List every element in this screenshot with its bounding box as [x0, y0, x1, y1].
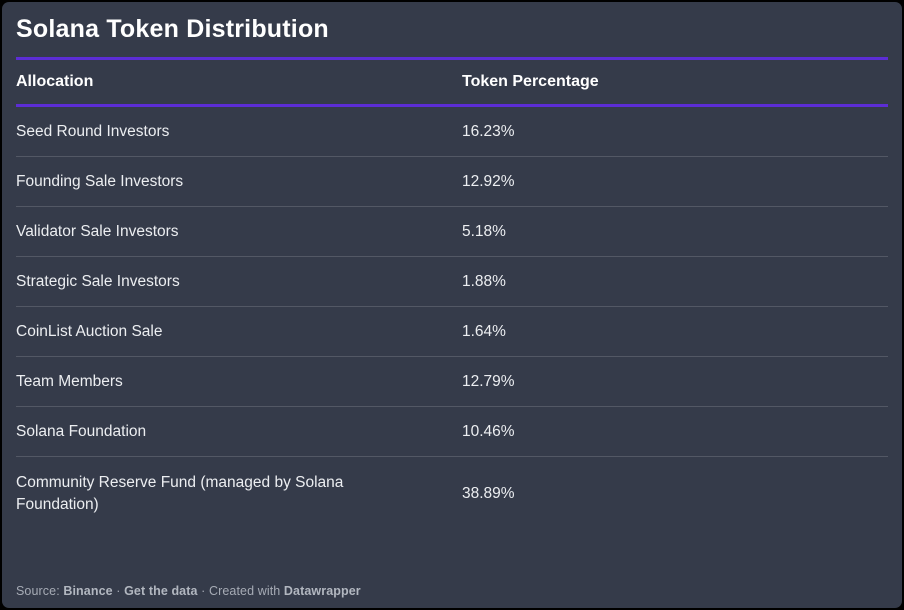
get-data-link[interactable]: Get the data [124, 584, 198, 598]
source-label: Source: [16, 584, 64, 598]
datawrapper-brand-link[interactable]: Datawrapper [283, 584, 361, 598]
table-row: Seed Round Investors 16.23% [16, 107, 888, 157]
percentage-cell: 12.79% [462, 372, 515, 390]
table-row: Solana Foundation 10.46% [16, 407, 888, 457]
table-row: Validator Sale Investors 5.18% [16, 207, 888, 257]
percentage-cell: 5.18% [462, 222, 506, 240]
allocation-cell: Seed Round Investors [16, 122, 170, 140]
percentage-cell: 10.46% [462, 422, 515, 440]
table-row: Community Reserve Fund (managed by Solan… [16, 457, 888, 531]
allocation-cell: Founding Sale Investors [16, 172, 184, 190]
source-link[interactable]: Binance [63, 584, 113, 598]
allocation-cell: Validator Sale Investors [16, 222, 179, 240]
allocation-cell: Team Members [16, 372, 123, 390]
header-accent-rule [16, 104, 888, 107]
footer: Source: Binance · Get the data · Created… [16, 584, 888, 608]
percentage-cell: 1.88% [462, 272, 506, 290]
table-row: Strategic Sale Investors 1.88% [16, 257, 888, 307]
table-row: CoinList Auction Sale 1.64% [16, 307, 888, 357]
allocation-cell: Community Reserve Fund (managed by Solan… [16, 474, 344, 513]
table-header-row: Allocation Token Percentage [16, 60, 888, 104]
allocation-cell: Strategic Sale Investors [16, 272, 180, 290]
dot-separator-1: · [112, 584, 125, 598]
page-title: Solana Token Distribution [16, 15, 329, 43]
dot-separator-2: · [197, 584, 209, 598]
created-with-label: Created with [208, 584, 284, 598]
percentage-cell: 12.92% [462, 172, 515, 190]
table-body: Seed Round Investors 16.23% Founding Sal… [16, 107, 888, 531]
table-row: Team Members 12.79% [16, 357, 888, 407]
allocation-cell: Solana Foundation [16, 422, 147, 440]
column-header-token-percentage: Token Percentage [462, 73, 599, 90]
top-accent-rule [16, 57, 888, 60]
percentage-cell: 38.89% [462, 485, 515, 502]
percentage-cell: 16.23% [462, 122, 515, 140]
table-row: Founding Sale Investors 12.92% [16, 157, 888, 207]
percentage-cell: 1.64% [462, 322, 506, 340]
column-header-allocation: Allocation [16, 73, 94, 90]
allocation-cell: CoinList Auction Sale [16, 322, 163, 340]
